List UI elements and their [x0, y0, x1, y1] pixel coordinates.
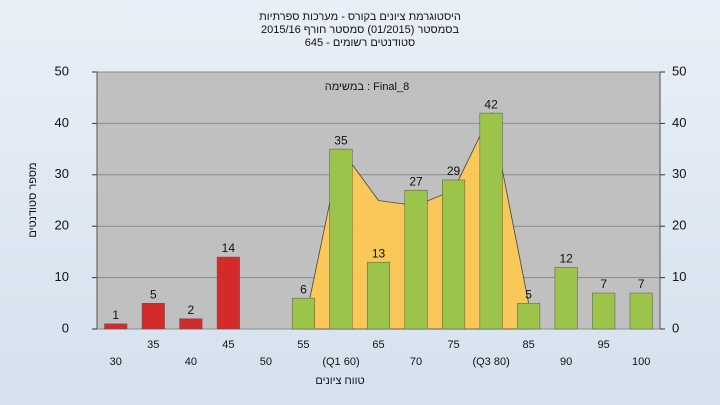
y2-tick-label: 10	[672, 269, 686, 284]
data-label: 1	[112, 308, 119, 322]
bar	[329, 148, 353, 330]
data-label: 29	[447, 164, 461, 178]
data-label: 5	[150, 287, 157, 301]
bar	[442, 179, 466, 330]
y2-tick-label: 50	[672, 63, 686, 78]
x-tick-label: 65	[372, 339, 384, 351]
bar	[291, 297, 315, 330]
x-tick-label: 90	[560, 356, 572, 368]
data-label: 5	[525, 287, 532, 301]
bar	[629, 292, 653, 330]
y2-tick-label: 40	[672, 115, 686, 130]
data-label: 27	[409, 174, 423, 188]
chart-subtitle: סטודנטים רשומים - 645	[305, 37, 416, 49]
x-tick-label: 45	[222, 339, 234, 351]
bar	[141, 303, 165, 330]
x-tick-label: (Q1 60)	[322, 356, 359, 368]
x-tick-label: 40	[185, 356, 197, 368]
x-tick-label: (Q3 80)	[472, 356, 509, 368]
x-tick-label: 85	[523, 339, 535, 351]
chart-subtitle: בסמסטר (01/2015) סמסטר חורף 2015/16	[261, 24, 459, 36]
y2-tick-label: 30	[672, 166, 686, 181]
data-label: 7	[638, 277, 645, 291]
x-tick-label: 70	[410, 356, 422, 368]
y2-tick-label: 0	[672, 320, 679, 335]
data-label: 6	[300, 282, 307, 296]
y-tick-label: 30	[55, 166, 69, 181]
annotation: במשימה : Final_8	[325, 81, 409, 93]
x-axis-title: טווח ציונים	[315, 375, 364, 387]
bar	[216, 256, 240, 330]
y-tick-label: 20	[55, 218, 69, 233]
data-label: 2	[187, 303, 194, 317]
bar	[554, 267, 578, 330]
bar	[479, 112, 503, 330]
bar	[404, 189, 428, 330]
x-tick-label: 75	[447, 339, 459, 351]
y-axis-title: מספר סטודנטים	[27, 162, 39, 237]
x-tick-label: 100	[632, 356, 650, 368]
bar	[179, 318, 203, 330]
y-tick-label: 40	[55, 115, 69, 130]
bar	[366, 261, 391, 330]
x-tick-label: 35	[147, 339, 159, 351]
data-label: 14	[222, 241, 236, 255]
bar	[592, 292, 616, 330]
data-label: 12	[559, 251, 573, 265]
data-label: 42	[484, 97, 498, 111]
x-tick-label: 50	[260, 356, 272, 368]
y2-tick-label: 20	[672, 218, 686, 233]
x-tick-label: 55	[297, 339, 309, 351]
y-tick-label: 50	[55, 63, 69, 78]
y-tick-label: 10	[55, 269, 69, 284]
bar	[104, 323, 128, 330]
y-tick-label: 0	[62, 320, 69, 335]
x-tick-label: 95	[598, 339, 610, 351]
data-label: 35	[334, 133, 348, 147]
data-label: 13	[372, 246, 386, 260]
bar	[517, 303, 541, 330]
x-tick-label: 30	[110, 356, 122, 368]
data-label: 7	[600, 277, 607, 291]
chart-title: היסטוגרמת ציונים בקורס - מערכות ספרתיות	[259, 11, 461, 23]
